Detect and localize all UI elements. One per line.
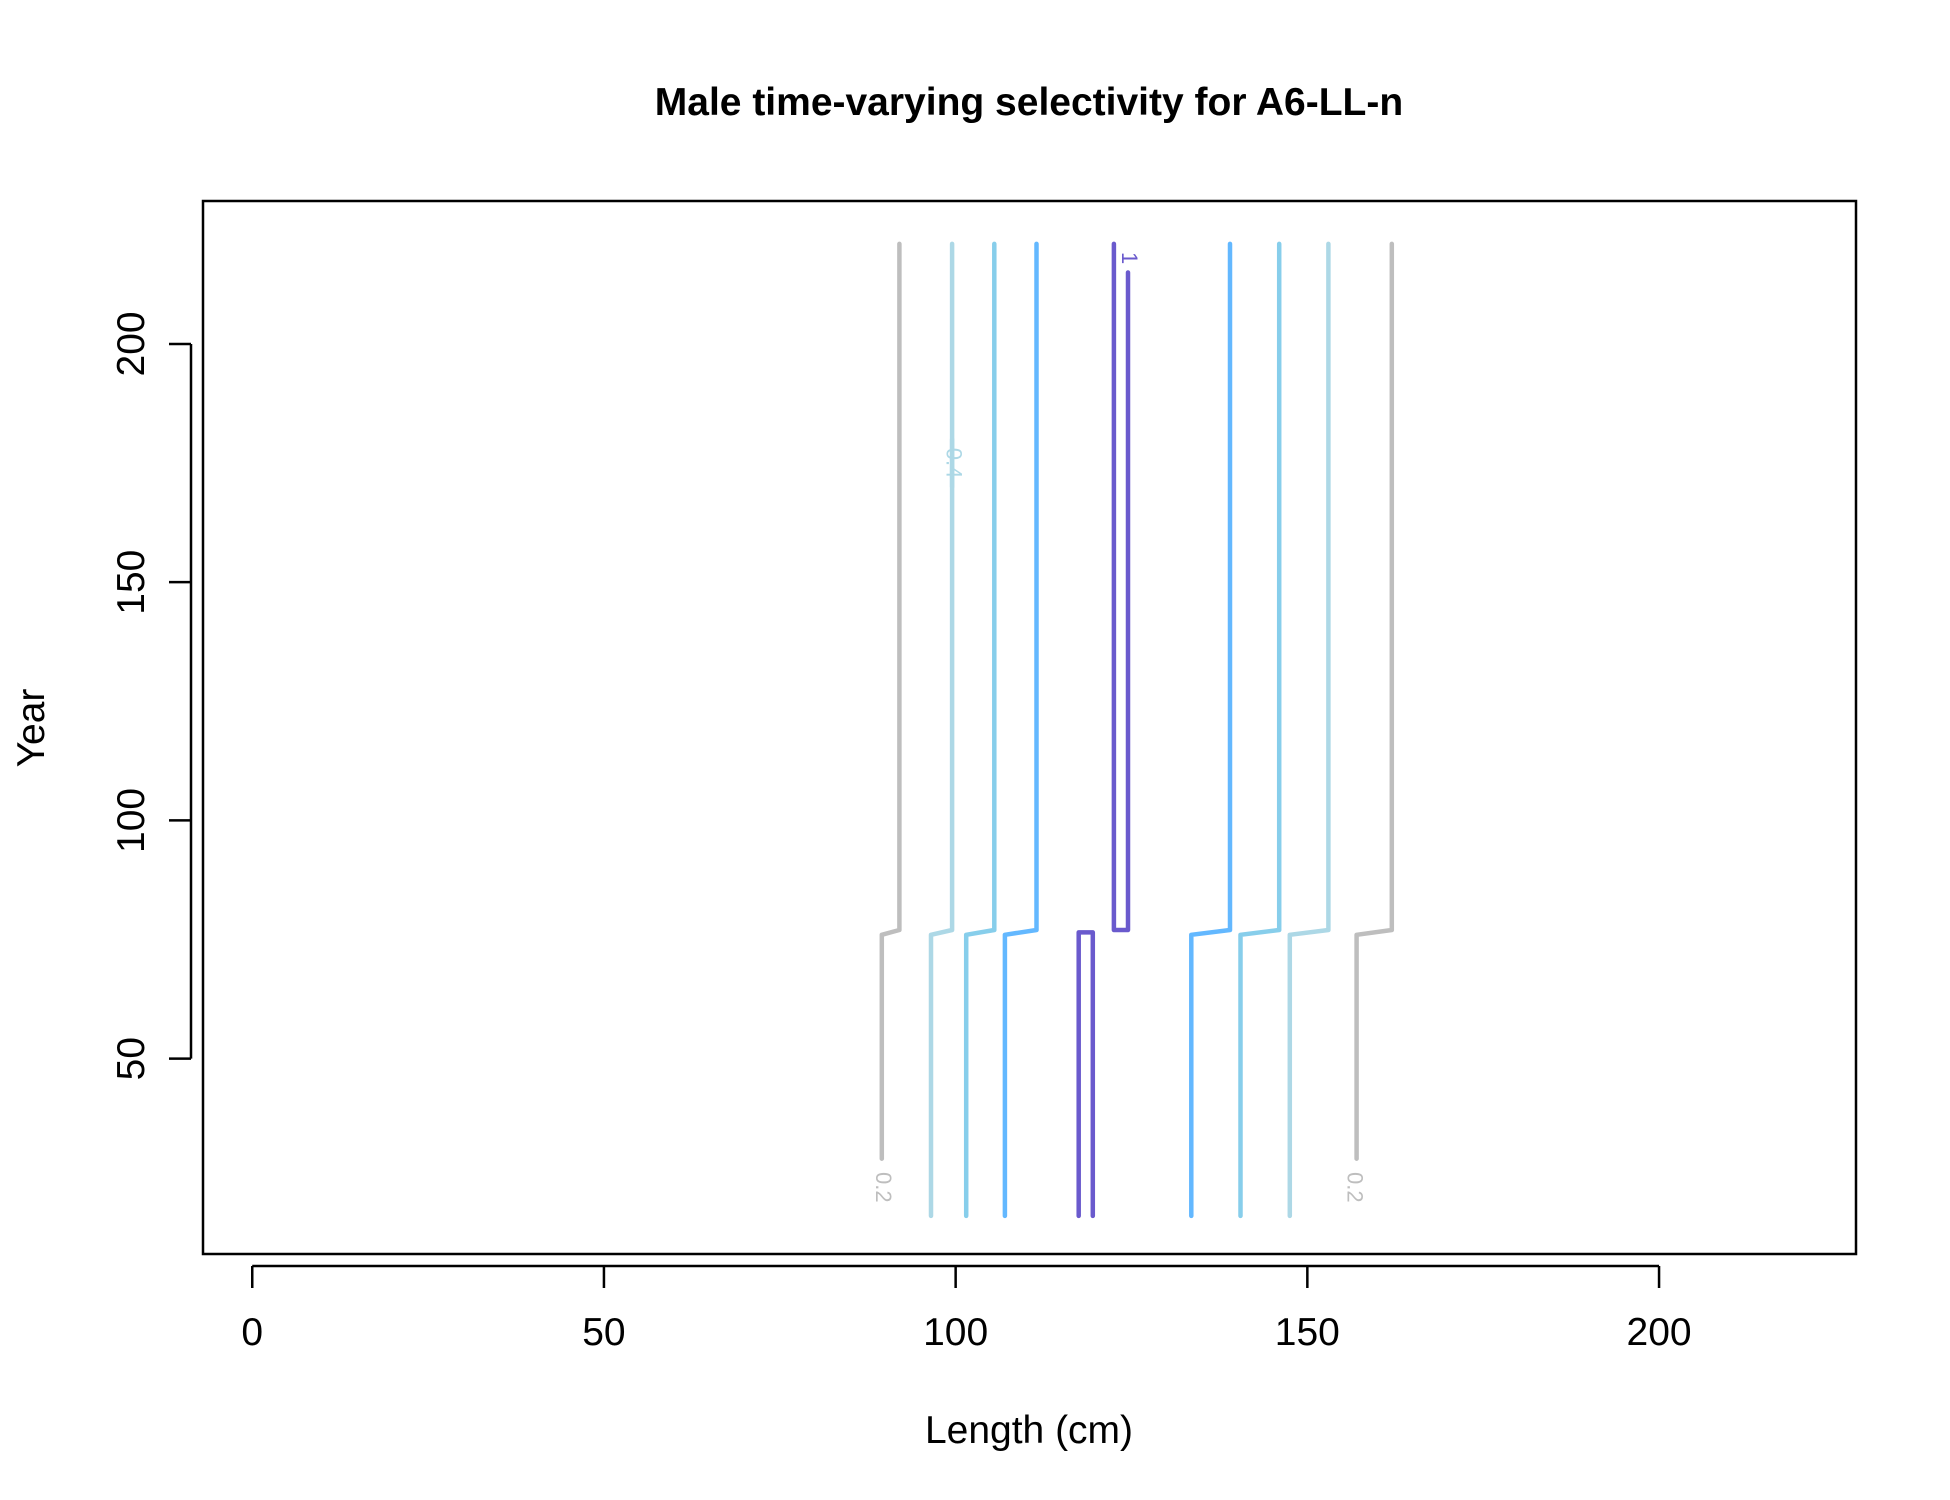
contour-0.2: 0.2 xyxy=(871,241,902,1203)
contour-line xyxy=(1354,241,1395,1161)
contour-line xyxy=(963,241,997,1219)
y-axis-label: Year xyxy=(10,689,53,768)
contour-line xyxy=(1189,241,1233,1219)
contour-label: 0.4 xyxy=(941,448,966,479)
contour-line xyxy=(928,436,955,1219)
y-tick-label: 100 xyxy=(110,788,153,853)
contour-0.4 xyxy=(1287,241,1331,1219)
plot-frame xyxy=(201,199,1858,1256)
x-tick-label: 150 xyxy=(1275,1311,1340,1354)
x-tick-label: 200 xyxy=(1627,1311,1692,1354)
contour-1 xyxy=(1076,930,1096,1219)
y-tick-label: 200 xyxy=(110,311,153,376)
y-axis: 50 100 150 200 xyxy=(110,311,193,1080)
contour-line xyxy=(1002,241,1039,1219)
contour-line xyxy=(1238,241,1282,1219)
chart-title: Male time-varying selectivity for A6-LL-… xyxy=(655,81,1403,124)
contour-line xyxy=(1111,241,1131,933)
contour-0.6 xyxy=(1238,241,1282,1219)
contour-label: 1 xyxy=(1117,252,1142,264)
y-tick-label: 150 xyxy=(110,550,153,615)
contour-line xyxy=(1076,930,1096,1219)
contour-0.8 xyxy=(1189,241,1233,1219)
x-axis-label: Length (cm) xyxy=(925,1409,1133,1452)
x-tick-label: 0 xyxy=(241,1311,263,1354)
contour-0.8 xyxy=(1002,241,1039,1219)
contour-label: 0.2 xyxy=(1342,1172,1367,1203)
contour-label: 0.2 xyxy=(871,1172,896,1203)
y-tick-label: 50 xyxy=(110,1037,153,1080)
contour-line xyxy=(1287,241,1331,1219)
x-tick-label: 50 xyxy=(582,1311,625,1354)
x-axis: 0 50 100 150 200 xyxy=(241,1264,1692,1354)
contour-line xyxy=(879,241,902,1161)
contour-0.2: 0.2 xyxy=(1342,241,1395,1203)
contour-0.4: 0.4 xyxy=(928,241,966,1219)
contour-0.6 xyxy=(963,241,997,1219)
contour-layer: 0.2 0.2 0.4 1 xyxy=(871,241,1395,1219)
contour-1: 1 xyxy=(1111,241,1142,933)
x-tick-label: 100 xyxy=(923,1311,988,1354)
